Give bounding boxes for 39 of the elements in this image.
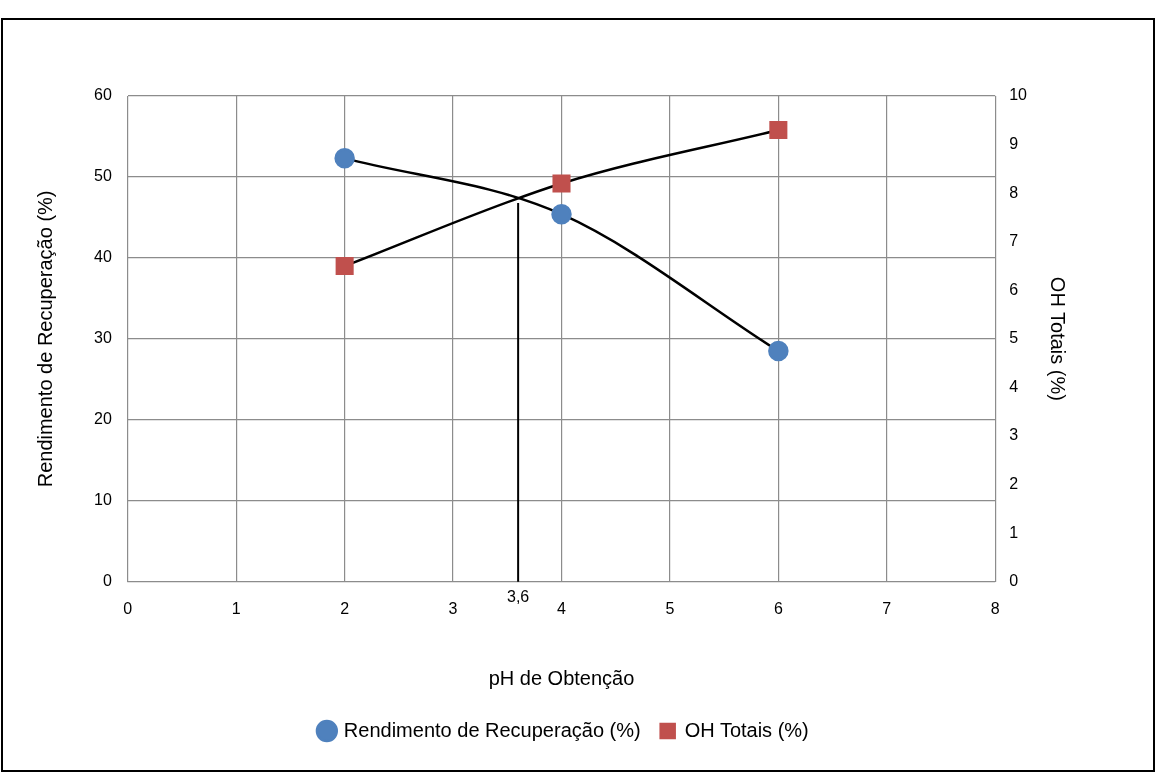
y2-tick-label: 9 xyxy=(1009,134,1019,152)
y-tick-label: 60 xyxy=(94,86,112,104)
x-tick-label: 4 xyxy=(557,599,567,617)
y-tick-label: 0 xyxy=(102,572,112,590)
x-tick-label: 1 xyxy=(231,599,241,617)
x-tick-label: 5 xyxy=(665,599,675,617)
point xyxy=(551,203,572,225)
y-tick-label: 10 xyxy=(94,491,112,509)
y-tick-label: 20 xyxy=(94,410,112,428)
x-axis-title: pH de Obtenção xyxy=(488,666,635,689)
x-tick-label: 6 xyxy=(773,599,783,617)
y2-tick-label: 1 xyxy=(1009,523,1019,541)
x-tick-label: 0 xyxy=(123,599,133,617)
y2-tick-label: 10 xyxy=(1009,86,1028,104)
y2-tick-label: 5 xyxy=(1009,329,1019,347)
point xyxy=(335,257,354,276)
point xyxy=(552,174,571,193)
y2-tick-label: 3 xyxy=(1009,426,1019,444)
y2-axis-title: OH Totais (%) xyxy=(1047,276,1070,401)
point xyxy=(334,148,355,169)
y2-tick-label: 0 xyxy=(1009,572,1019,590)
point xyxy=(769,120,788,140)
y-tick-label: 30 xyxy=(94,329,112,347)
x-tick-label: 2 xyxy=(340,599,350,617)
y-tick-label: 40 xyxy=(94,248,112,266)
legend-label: Rendimento de Recuperação (%) xyxy=(343,718,641,741)
x-tick-label: 3 xyxy=(448,599,458,617)
legend-label: OH Totais (%) xyxy=(684,718,809,741)
y2-tick-label: 6 xyxy=(1009,280,1019,298)
y2-tick-label: 7 xyxy=(1009,232,1019,250)
y2-tick-label: 8 xyxy=(1009,183,1019,201)
y2-tick-label: 4 xyxy=(1009,377,1019,395)
x-tick-label: 8 xyxy=(990,599,1000,617)
y-tick-label: 50 xyxy=(94,167,112,185)
point xyxy=(768,340,789,362)
y-axis-title: Rendimento de Recuperação (%) xyxy=(33,190,56,488)
x-tick-label: 7 xyxy=(882,599,892,617)
y2-tick-label: 2 xyxy=(1009,475,1019,493)
ref-line-label: 3,6 xyxy=(507,588,530,606)
